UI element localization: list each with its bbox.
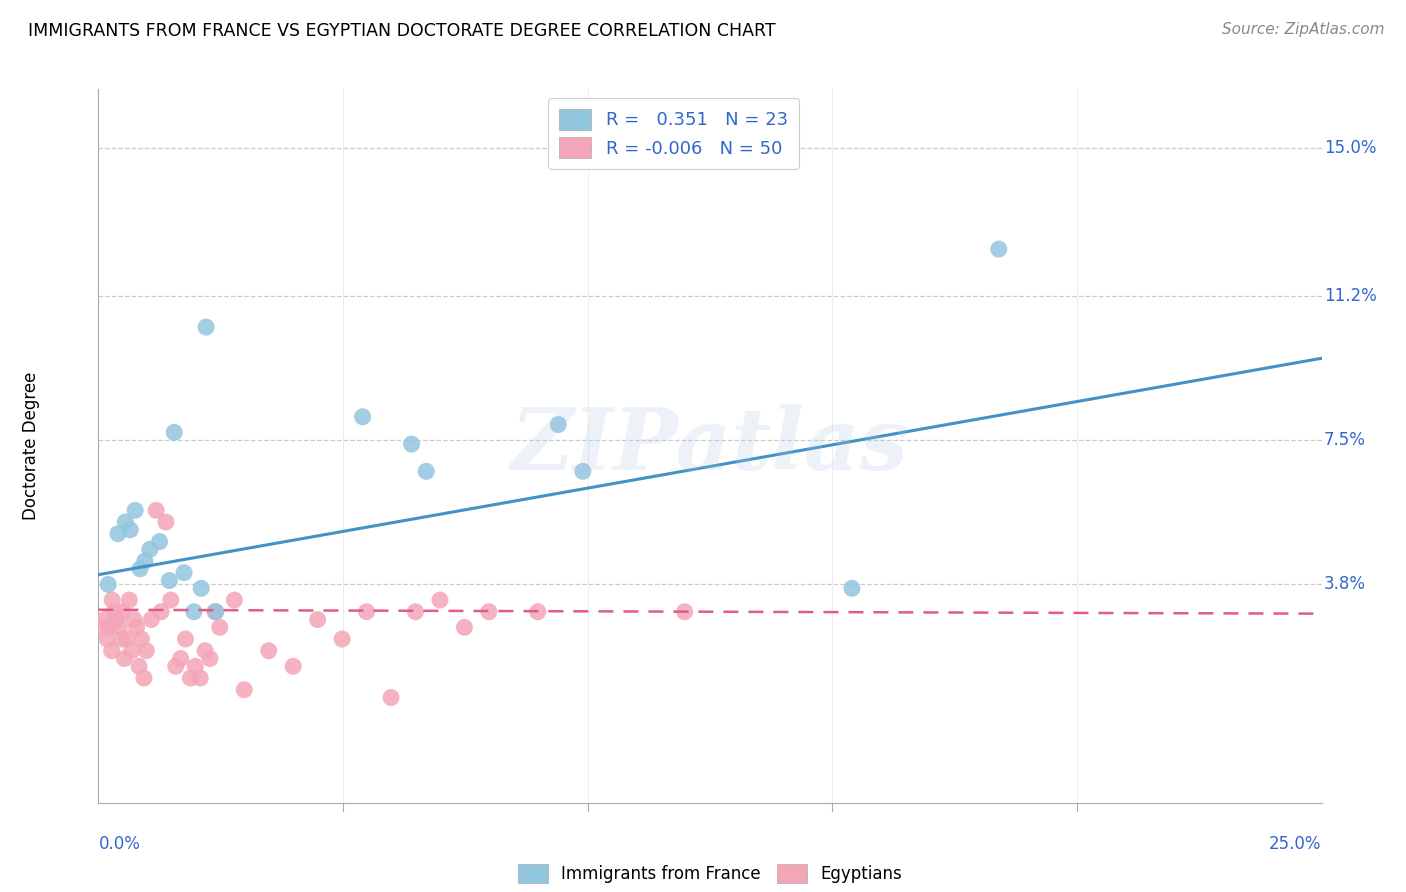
Point [107,526,129,541]
Point [125,620,148,634]
Point [527,605,550,619]
Point [352,409,374,424]
Point [356,605,378,619]
Point [111,605,134,619]
Point [132,671,155,685]
Point [149,534,172,549]
Point [184,659,207,673]
Text: 3.8%: 3.8% [1324,575,1367,593]
Point [129,562,152,576]
Text: Source: ZipAtlas.com: Source: ZipAtlas.com [1222,22,1385,37]
Text: 11.2%: 11.2% [1324,287,1376,305]
Point [673,605,696,619]
Point [134,554,156,568]
Text: 25.0%: 25.0% [1270,835,1322,853]
Point [108,620,131,634]
Point [195,320,218,334]
Point [987,242,1010,256]
Point [173,566,195,580]
Point [169,651,191,665]
Point [139,542,162,557]
Point [572,464,595,478]
Point [118,593,141,607]
Point [330,632,353,646]
Point [122,613,145,627]
Point [283,659,305,673]
Point [100,644,122,658]
Point [174,632,197,646]
Point [257,644,280,658]
Point [105,613,128,627]
Point [120,523,142,537]
Point [204,605,226,619]
Text: 0.0%: 0.0% [98,835,141,853]
Point [194,644,217,658]
Point [183,605,205,619]
Point [124,503,146,517]
Point [405,605,427,619]
Point [114,515,136,529]
Point [380,690,402,705]
Point [190,582,212,596]
Point [188,671,211,685]
Legend: Immigrants from France, Egyptians: Immigrants from France, Egyptians [510,857,910,890]
Point [103,605,125,619]
Point [150,605,173,619]
Point [401,437,423,451]
Point [141,613,163,627]
Point [478,605,501,619]
Point [179,671,201,685]
Point [429,593,451,607]
Point [112,651,135,665]
Point [155,515,177,529]
Point [205,605,228,619]
Point [96,632,118,646]
Point [121,644,143,658]
Text: IMMIGRANTS FROM FRANCE VS EGYPTIAN DOCTORATE DEGREE CORRELATION CHART: IMMIGRANTS FROM FRANCE VS EGYPTIAN DOCTO… [28,22,776,40]
Text: 15.0%: 15.0% [1324,138,1376,157]
Point [97,577,120,591]
Text: Doctorate Degree: Doctorate Degree [22,372,41,520]
Point [208,620,231,634]
Point [160,593,183,607]
Point [98,620,121,634]
Point [163,425,186,440]
Point [131,632,153,646]
Point [233,682,256,697]
Point [111,632,134,646]
Point [198,651,221,665]
Text: ZIPatlas: ZIPatlas [510,404,910,488]
Point [135,644,157,658]
Point [165,659,187,673]
Point [157,574,180,588]
Point [115,632,138,646]
Point [547,417,569,432]
Point [145,503,167,517]
Point [415,464,437,478]
Text: 7.5%: 7.5% [1324,431,1367,450]
Point [94,613,117,627]
Point [224,593,246,607]
Point [128,659,150,673]
Point [307,613,329,627]
Point [841,582,863,596]
Point [101,593,124,607]
Point [453,620,475,634]
Point [91,620,114,634]
